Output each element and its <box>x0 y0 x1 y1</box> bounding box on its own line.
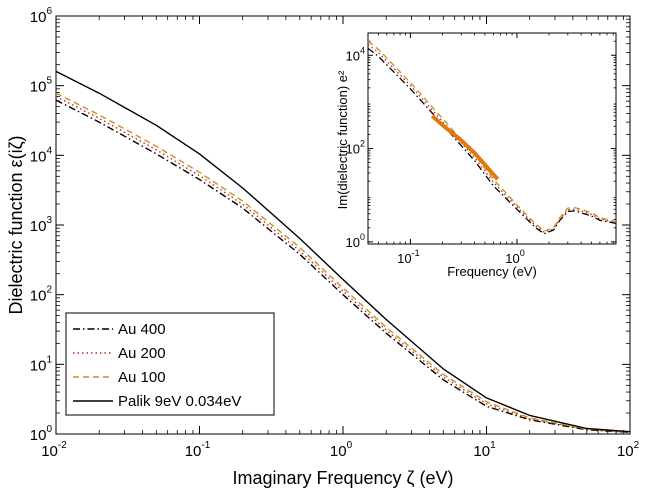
series-line-palik-data <box>430 114 500 181</box>
series-line-au-100 <box>367 40 617 232</box>
series-line-au-400 <box>55 99 631 434</box>
series-line-au-100 <box>55 92 631 433</box>
y-tick-label: 100 <box>30 424 53 444</box>
series-line-palik-9ev-0-034ev <box>55 70 631 433</box>
y-tick-label: 103 <box>30 215 53 235</box>
y-tick-label: 101 <box>30 354 53 374</box>
inset-plot-frame <box>367 32 617 245</box>
y-tick-label: 104 <box>30 145 53 165</box>
inset-x-axis-label: Frequency (eV) <box>447 264 537 279</box>
y-tick-label: 105 <box>30 76 53 96</box>
main-y-axis-label: Dielectric function ε(iζ) <box>6 135 26 314</box>
legend: Au 400 Au 200 Au 100 Palik 9eV 0.034eV <box>65 312 275 416</box>
legend-label: Au 400 <box>118 321 166 338</box>
y-tick-label: 106 <box>30 6 53 26</box>
series-line-au-400 <box>367 47 617 235</box>
main-series-group <box>55 70 631 434</box>
x-tick-label: 100 <box>330 440 353 460</box>
legend-label: Palik 9eV 0.034eV <box>118 393 241 410</box>
x-tick-label: 10-1 <box>185 440 211 460</box>
inset-y-axis-label: Im(dielectric function) e² <box>335 70 350 209</box>
legend-box <box>65 312 275 416</box>
x-tick-label: 102 <box>617 440 640 460</box>
legend-label: Au 100 <box>118 369 166 386</box>
legend-label: Au 200 <box>118 345 166 362</box>
series-line-au-200 <box>367 43 617 233</box>
inset-series-group <box>367 40 617 235</box>
main-x-axis-label: Imaginary Frequency ζ (eV) <box>232 468 453 488</box>
y-tick-label: 102 <box>30 285 53 305</box>
series-line-au-200 <box>55 95 631 434</box>
x-tick-label: 101 <box>473 440 496 460</box>
